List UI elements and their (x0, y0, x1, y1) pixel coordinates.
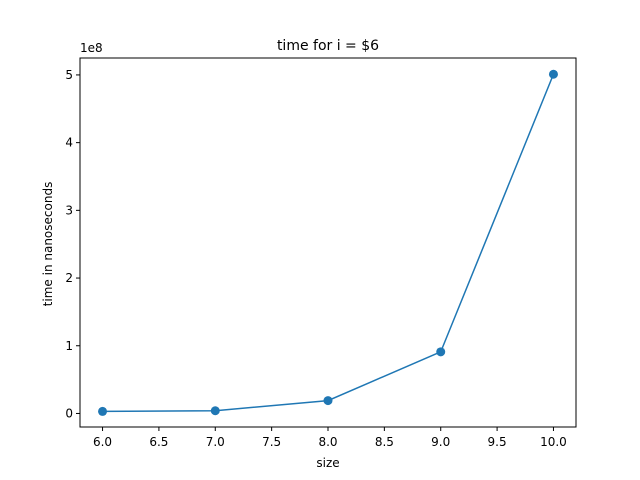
x-tick-label: 6.0 (93, 435, 112, 449)
x-tick-label: 9.0 (431, 435, 450, 449)
chart-title: time for i = $6 (277, 38, 379, 54)
axes-frame (79, 57, 577, 428)
x-tick-label: 8.0 (318, 435, 337, 449)
y-tick-label: 0 (65, 406, 73, 420)
x-axis-label: size (316, 456, 339, 470)
data-point (436, 347, 446, 357)
data-point (98, 406, 108, 416)
data-point (323, 396, 333, 406)
x-axis: 6.0 6.5 7.0 7.5 8.0 8.5 9.0 9.5 10.0 (93, 427, 567, 449)
y-tick-label: 5 (65, 68, 73, 82)
y-tick-label: 2 (65, 271, 73, 285)
x-tick-label: 6.5 (149, 435, 168, 449)
y-tick-label: 4 (65, 136, 73, 150)
x-tick-label: 10.0 (540, 435, 567, 449)
y-axis: 0 1 2 3 4 5 (65, 68, 80, 420)
x-tick-label: 9.5 (488, 435, 507, 449)
y-axis-label: time in nanoseconds (41, 182, 55, 307)
x-tick-label: 8.5 (375, 435, 394, 449)
x-tick-label: 7.5 (262, 435, 281, 449)
data-point (210, 406, 220, 416)
data-point (548, 69, 558, 79)
y-tick-label: 3 (65, 203, 73, 217)
y-offset-label: 1e8 (80, 41, 103, 55)
series-line (102, 73, 555, 413)
plot-area (98, 69, 558, 416)
x-tick-label: 7.0 (206, 435, 225, 449)
y-tick-label: 1 (65, 339, 73, 353)
